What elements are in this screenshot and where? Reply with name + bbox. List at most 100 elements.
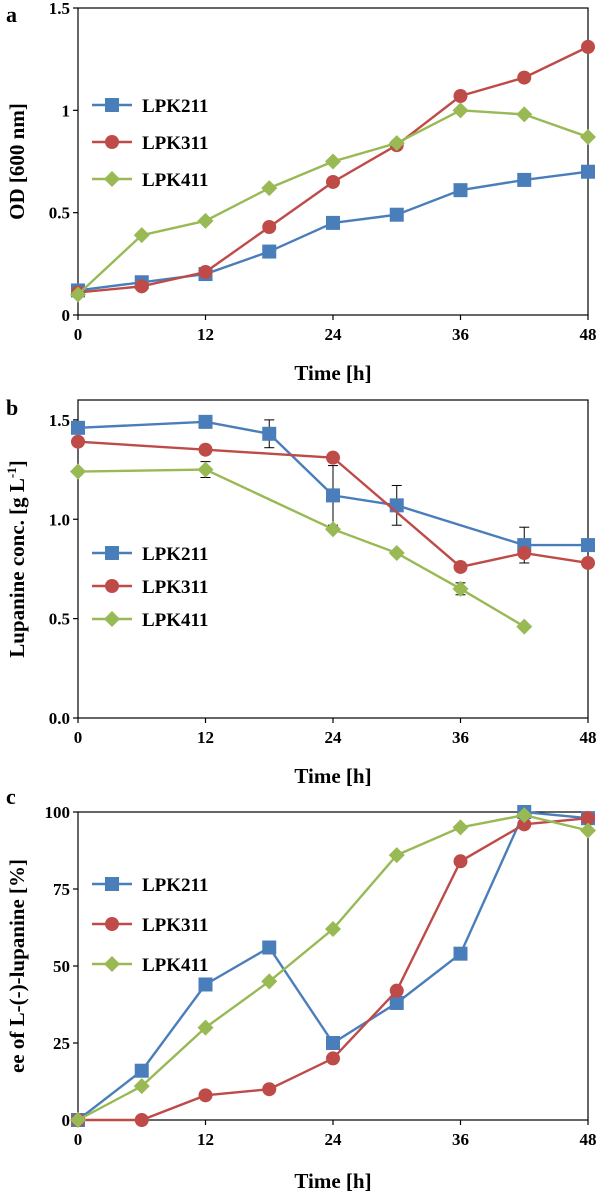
x-tick-label: 24 (325, 728, 343, 747)
data-point (516, 618, 533, 635)
legend-item-lpk311: LPK311 (92, 133, 209, 154)
legend-item-lpk211: LPK211 (92, 96, 209, 117)
data-point (326, 174, 340, 189)
data-point (133, 1078, 150, 1095)
data-point (198, 442, 213, 457)
data-point (70, 463, 86, 480)
y-tick-label: 0 (62, 306, 71, 325)
legend-label: LPK211 (142, 96, 209, 117)
y-tick-label: 50 (53, 957, 70, 976)
legend-marker (105, 98, 119, 112)
data-point (388, 545, 405, 562)
data-point (261, 180, 278, 197)
legend-item-lpk411: LPK411 (92, 955, 209, 976)
legend-item-lpk411: LPK411 (92, 610, 209, 631)
legend-marker (105, 877, 119, 891)
data-point (452, 819, 469, 836)
x-tick-label: 0 (74, 728, 83, 747)
legend-item-lpk311: LPK311 (92, 915, 209, 936)
y-tick-label: 1.5 (49, 411, 70, 430)
chart-panel-c: c 0 12 24 36 48 0 25 50 75 100 Time [h] ee of L-(-)-… (5, 784, 597, 1193)
data-point (517, 70, 532, 85)
data-point (71, 420, 85, 435)
data-point (134, 1063, 149, 1078)
x-tick-label: 36 (452, 728, 469, 747)
x-tick-label: 36 (452, 1130, 469, 1149)
y-tick-label: 25 (53, 1034, 70, 1053)
data-point (198, 977, 213, 992)
data-point (453, 946, 468, 961)
legend-marker (105, 546, 119, 560)
data-point (452, 580, 469, 597)
legend-label: LPK411 (142, 610, 209, 631)
legend-label: LPK411 (142, 170, 209, 191)
data-point (581, 811, 595, 826)
x-tick-label: 12 (197, 325, 214, 344)
y-tick-label: 0.0 (49, 709, 70, 728)
y-axis-title: OD [600 nm] (5, 103, 29, 220)
y-tick-label: 100 (45, 803, 71, 822)
chart-panel-b: b 0 12 24 36 48 0.0 0.5 1.0 1.5 Time [h] Lupanine c… (4, 395, 597, 788)
data-point (197, 461, 214, 478)
panel-label: b (6, 395, 18, 420)
data-point (326, 215, 340, 230)
x-tick-label: 48 (580, 325, 597, 344)
y-tick-label: 1.5 (49, 0, 70, 18)
data-point (198, 1088, 213, 1103)
series-line (77, 468, 525, 628)
legend-label: LPK211 (142, 544, 209, 565)
data-point (388, 135, 405, 152)
data-point (262, 244, 277, 259)
data-point (516, 106, 533, 123)
data-point (70, 1112, 86, 1128)
y-tick-label: 1.0 (49, 510, 70, 529)
data-point (197, 1019, 214, 1036)
panel-label: a (6, 2, 17, 27)
legend-marker (104, 956, 120, 972)
data-point (517, 172, 532, 187)
data-point (326, 488, 340, 503)
x-tick-label: 48 (580, 1130, 597, 1149)
data-point (453, 854, 468, 869)
data-point (581, 164, 595, 179)
y-tick-label: 1 (62, 101, 71, 120)
legend-label: LPK311 (142, 577, 209, 598)
data-point (261, 973, 278, 990)
x-tick-label: 48 (580, 728, 597, 747)
data-point (453, 89, 468, 104)
data-point (326, 1051, 340, 1066)
x-tick-label: 0 (74, 1130, 83, 1149)
legend-item-lpk311: LPK311 (92, 577, 209, 598)
legend-label: LPK311 (142, 915, 209, 936)
legend-item-lpk411: LPK411 (92, 170, 209, 191)
legend-marker (104, 611, 120, 627)
data-point (198, 265, 213, 280)
x-axis-title: Time [h] (294, 361, 371, 385)
data-point (453, 559, 468, 574)
x-tick-label: 0 (74, 325, 83, 344)
data-point (389, 207, 404, 222)
x-tick-label: 24 (325, 325, 343, 344)
series-lpk211 (71, 414, 595, 564)
legend-marker (105, 135, 119, 149)
data-point (262, 940, 277, 955)
legend-marker (104, 171, 120, 187)
series-lpk411 (70, 807, 596, 1128)
legend-marker (105, 917, 119, 931)
x-axis-title: Time [h] (294, 764, 371, 788)
y-tick-label: 0.5 (49, 204, 70, 223)
data-point (262, 1082, 277, 1097)
data-point (197, 212, 214, 229)
data-point (70, 286, 86, 303)
legend-item-lpk211: LPK211 (92, 875, 209, 896)
x-tick-label: 12 (197, 728, 214, 747)
chart-panel-a: a 0 12 24 36 48 0 0.5 1 1.5 Time [h] OD [600 nm] LPK… (5, 0, 597, 385)
data-point (389, 983, 404, 998)
data-point (452, 102, 469, 119)
data-point (326, 1036, 340, 1050)
data-point (453, 183, 468, 198)
x-tick-label: 12 (197, 1130, 214, 1149)
legend-label: LPK411 (142, 955, 209, 976)
data-point (581, 555, 595, 570)
